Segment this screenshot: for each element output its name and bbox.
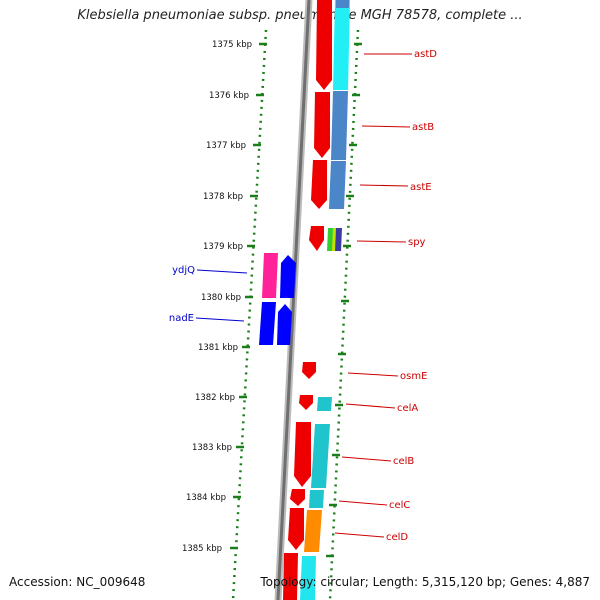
tick-label: 1380 kbp	[201, 293, 241, 303]
topology-label: Topology: circular; Length: 5,315,120 bp…	[260, 575, 590, 589]
forward-colored-genes[interactable]	[300, 0, 350, 600]
gene-celA-block	[317, 397, 332, 411]
gene-label-celB[interactable]: celB	[393, 456, 414, 467]
gene-celD-block	[304, 510, 322, 552]
gene-nadE-block-blue	[259, 302, 276, 345]
chromosome-backbone	[276, 0, 311, 600]
right-label-connectors	[334, 53, 412, 538]
tick-label: 1376 kbp	[209, 91, 249, 101]
left-ticks	[230, 42, 267, 550]
gene-label-astB[interactable]: astB	[412, 122, 434, 133]
map-title: Klebsiella pneumoniae subsp. pneumoniae …	[77, 8, 523, 23]
tick-label: 1385 kbp	[182, 544, 222, 554]
tick-label: 1379 kbp	[203, 242, 243, 252]
gene-label-spy[interactable]: spy	[408, 237, 426, 248]
tick-label: 1381 kbp	[198, 343, 238, 353]
left-label-connectors	[195, 269, 248, 322]
gene-celC-arrow	[290, 489, 305, 506]
right-ticks	[326, 42, 362, 558]
gene-label-osmE[interactable]: osmE	[400, 371, 427, 382]
tick-label: 1383 kbp	[192, 443, 232, 453]
gene-astB-arrow	[314, 92, 330, 158]
left-dotted-guide	[231, 29, 268, 600]
gene-celC-block	[309, 490, 324, 508]
gene-label-ydjQ[interactable]: ydjQ	[172, 265, 195, 276]
gene-celB-block	[311, 424, 330, 488]
gene-label-celD[interactable]: celD	[386, 532, 408, 543]
gene-label-astE[interactable]: astE	[410, 182, 432, 193]
gene-label-celC[interactable]: celC	[389, 500, 410, 511]
accession-label: Accession: NC_009648	[9, 575, 146, 589]
reverse-genes[interactable]	[259, 253, 296, 345]
gene-ydjQ-block-pink	[262, 253, 278, 298]
gene-astE-arrow	[311, 160, 327, 209]
gene-label-celA[interactable]: celA	[397, 403, 418, 414]
gene-osmE-arrow	[302, 362, 316, 379]
gene-label-nadE[interactable]: nadE	[169, 313, 194, 324]
gene-astD-block-top	[336, 0, 349, 8]
gene-celD-arrow	[288, 508, 304, 550]
gene-celB-arrow	[294, 422, 311, 487]
gene-astB-block	[331, 91, 348, 160]
gene-next-arrow	[283, 553, 298, 600]
gene-astE-block	[329, 161, 346, 209]
tick-label: 1377 kbp	[206, 141, 246, 151]
tick-label: 1384 kbp	[186, 493, 226, 503]
gene-nadE-arrow-blue	[277, 304, 292, 345]
gene-astD-arrow	[316, 0, 332, 90]
gene-celA-arrow	[299, 395, 313, 410]
gene-spy-block-yellow	[332, 228, 336, 251]
gene-label-astD[interactable]: astD	[414, 49, 437, 60]
gene-ydjQ-arrow-blue	[280, 255, 296, 298]
tick-label: 1378 kbp	[203, 192, 243, 202]
gene-next-block	[300, 556, 316, 600]
tick-label: 1375 kbp	[212, 40, 252, 50]
gene-astD-block	[333, 0, 350, 90]
gene-spy-arrow	[309, 226, 324, 251]
forward-red-genes[interactable]	[283, 0, 332, 600]
tick-label: 1382 kbp	[195, 393, 235, 403]
gene-spy-block-purple	[335, 228, 342, 251]
